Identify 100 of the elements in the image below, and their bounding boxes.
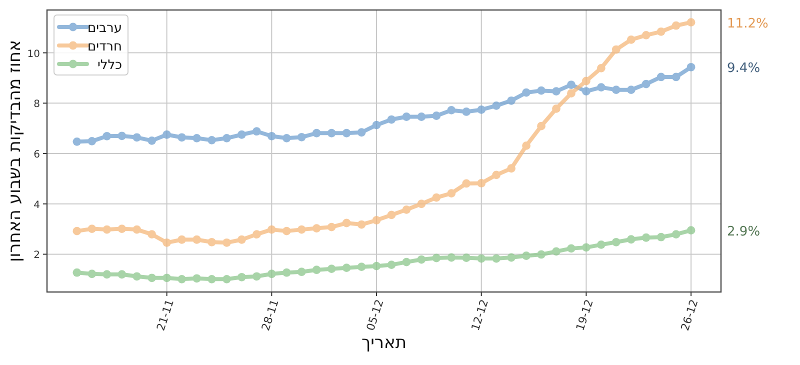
point <box>357 262 366 272</box>
point <box>686 18 696 27</box>
point <box>447 253 456 262</box>
point <box>656 27 666 36</box>
point <box>222 238 231 247</box>
point <box>387 260 396 270</box>
point <box>656 72 666 82</box>
point <box>387 210 396 220</box>
point <box>612 86 620 94</box>
point <box>642 80 650 88</box>
point <box>342 264 351 272</box>
point <box>118 224 126 233</box>
point <box>537 250 546 259</box>
point <box>477 106 486 114</box>
y-tick-label: 10 <box>27 48 40 60</box>
point <box>507 164 516 173</box>
x-axis-title: תאריך <box>361 333 407 353</box>
point <box>148 274 156 282</box>
point <box>417 200 426 208</box>
point <box>252 272 261 281</box>
point <box>252 127 261 136</box>
point <box>178 274 186 284</box>
point <box>282 226 291 236</box>
point <box>238 235 246 244</box>
point <box>402 205 411 214</box>
point <box>222 134 231 142</box>
point <box>357 220 366 229</box>
point <box>582 243 590 252</box>
point <box>208 136 216 144</box>
point <box>626 235 636 244</box>
point <box>492 101 501 110</box>
point <box>178 133 186 142</box>
point <box>342 128 351 138</box>
x-tick-label: 28-11 <box>259 298 282 332</box>
point <box>162 274 172 282</box>
point <box>102 132 112 140</box>
point <box>327 128 336 138</box>
x-tick-label: 19-12 <box>574 298 596 332</box>
point <box>462 254 471 262</box>
point <box>612 238 620 246</box>
point <box>447 189 456 198</box>
x-tick-label: 21-11 <box>154 298 177 332</box>
point <box>132 225 142 234</box>
point <box>88 136 96 146</box>
point <box>402 112 411 121</box>
point <box>596 83 606 92</box>
point <box>162 238 172 247</box>
point <box>672 21 680 30</box>
point <box>118 270 126 279</box>
point <box>522 252 530 260</box>
point <box>208 238 216 246</box>
point <box>252 230 261 239</box>
point <box>357 128 366 137</box>
point <box>88 270 96 278</box>
point <box>148 136 156 145</box>
point <box>507 96 516 105</box>
point <box>267 132 276 140</box>
point <box>282 134 291 142</box>
point <box>372 262 381 270</box>
point <box>327 264 336 274</box>
point <box>462 108 471 116</box>
point <box>238 272 246 282</box>
x-tick-label: 05-12 <box>364 298 386 332</box>
point <box>552 247 560 256</box>
point <box>372 216 381 224</box>
point <box>192 235 201 244</box>
point <box>432 254 441 262</box>
point <box>192 274 201 283</box>
point <box>477 254 486 263</box>
annotation: 9.4% <box>727 61 760 76</box>
point <box>672 230 680 239</box>
annotation: 2.9% <box>727 224 760 240</box>
point <box>447 106 456 114</box>
y-tick-label: 2 <box>34 250 40 262</box>
point <box>432 112 441 120</box>
point <box>402 258 411 266</box>
point <box>118 132 126 140</box>
point <box>626 86 636 94</box>
point <box>537 122 546 130</box>
point <box>552 104 560 113</box>
point <box>492 254 501 263</box>
point <box>312 224 321 232</box>
point <box>582 76 590 86</box>
point <box>102 225 112 234</box>
point <box>507 253 516 262</box>
point <box>372 120 381 130</box>
annotation: 11.2% <box>727 16 768 32</box>
point <box>178 235 186 244</box>
point <box>477 179 486 188</box>
point <box>552 87 560 96</box>
point <box>417 112 426 121</box>
point <box>582 87 590 96</box>
point <box>102 270 112 279</box>
x-tick-label: 26-12 <box>678 298 701 332</box>
point <box>297 268 306 276</box>
point <box>162 130 172 139</box>
point <box>132 272 142 281</box>
point <box>297 132 306 142</box>
point <box>267 225 276 234</box>
point <box>686 226 696 235</box>
